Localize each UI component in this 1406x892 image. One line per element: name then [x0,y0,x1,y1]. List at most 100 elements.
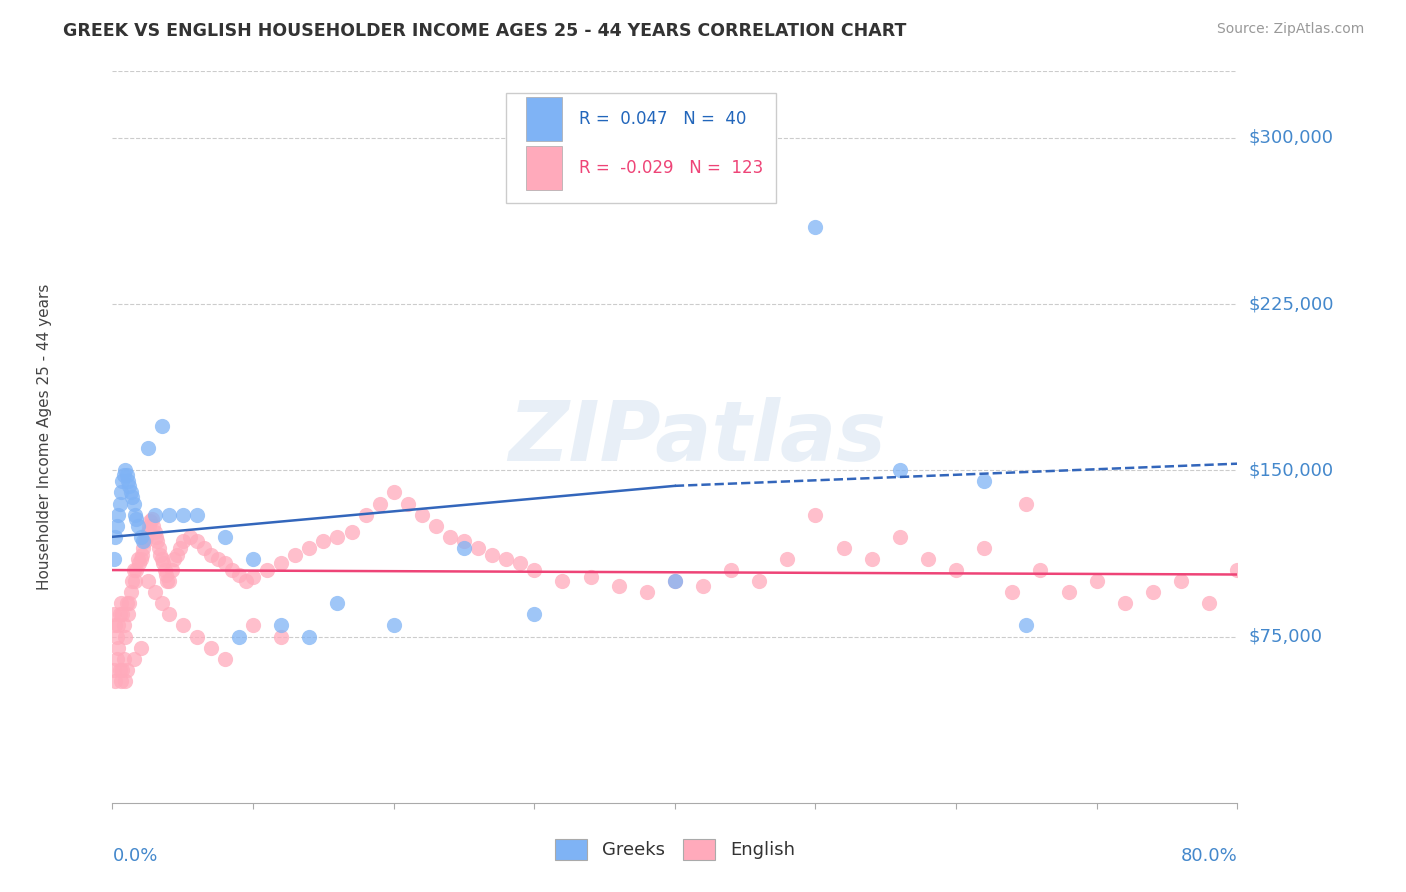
Point [145,530,167,544]
Point [121,490,143,504]
Text: Householder Income Ages 25 - 44 years: Householder Income Ages 25 - 44 years [38,284,52,591]
Point [150,596,173,610]
Text: R =  -0.029   N =  123: R = -0.029 N = 123 [579,159,763,177]
Point [108,663,131,677]
Point [1001,585,1024,599]
Point [242,552,264,566]
Point [112,467,135,482]
Point [153,563,176,577]
Point [1057,585,1080,599]
Point [382,618,405,632]
Point [1029,563,1052,577]
Text: ZIPatlas: ZIPatlas [509,397,886,477]
Point [1085,574,1108,589]
Point [607,578,630,592]
Text: R =  0.047   N =  40: R = 0.047 N = 40 [579,110,747,128]
Point [129,530,152,544]
Point [193,541,215,555]
Point [720,563,742,577]
Point [169,541,191,555]
Point [889,463,911,477]
Point [312,534,335,549]
Point [104,530,127,544]
Point [121,574,143,589]
Point [172,618,194,632]
Point [298,630,321,644]
Point [124,508,146,522]
Point [748,574,770,589]
FancyBboxPatch shape [506,94,776,203]
Point [242,618,264,632]
Point [467,541,489,555]
Point [136,574,159,589]
Point [481,548,503,562]
Point [453,534,475,549]
Point [163,552,186,566]
Point [523,563,546,577]
Point [128,557,150,571]
Point [453,541,475,555]
Point [141,512,163,526]
Point [326,530,349,544]
Point [110,485,132,500]
Point [166,548,188,562]
Point [104,618,127,632]
Point [120,585,142,599]
Point [114,630,136,644]
Point [107,640,129,655]
Point [108,607,131,622]
Point [117,475,139,489]
Point [150,419,173,434]
Point [1170,574,1192,589]
Point [832,541,855,555]
Point [118,479,141,493]
Point [354,508,377,522]
Point [551,574,574,589]
Point [110,673,132,688]
FancyBboxPatch shape [526,97,562,141]
Point [157,508,180,522]
Point [105,630,128,644]
Point [200,640,222,655]
Legend: Greeks, English: Greeks, English [548,831,801,867]
Point [131,548,153,562]
Point [134,534,156,549]
Point [579,570,602,584]
Point [523,607,546,622]
Point [157,574,180,589]
Point [368,497,391,511]
Point [138,518,160,533]
Point [148,541,170,555]
Point [117,607,139,622]
Point [114,463,136,477]
Point [1114,596,1136,610]
Point [636,585,658,599]
Text: Source: ZipAtlas.com: Source: ZipAtlas.com [1216,22,1364,37]
Point [111,475,134,489]
Point [107,508,129,522]
Point [136,441,159,455]
Point [129,640,152,655]
Point [860,552,883,566]
Point [143,525,166,540]
Point [172,534,194,549]
Point [664,574,686,589]
Point [136,525,159,540]
Point [411,508,433,522]
Point [115,663,138,677]
Point [143,508,166,522]
Point [103,552,125,566]
Point [111,607,134,622]
Text: $75,000: $75,000 [1249,628,1323,646]
Point [256,563,278,577]
Point [221,563,243,577]
Point [132,534,155,549]
Text: GREEK VS ENGLISH HOUSEHOLDER INCOME AGES 25 - 44 YEARS CORRELATION CHART: GREEK VS ENGLISH HOUSEHOLDER INCOME AGES… [63,22,907,40]
Point [270,618,292,632]
Point [804,508,827,522]
Point [118,596,141,610]
Point [945,563,967,577]
Point [495,552,517,566]
Point [340,525,363,540]
Point [186,630,208,644]
